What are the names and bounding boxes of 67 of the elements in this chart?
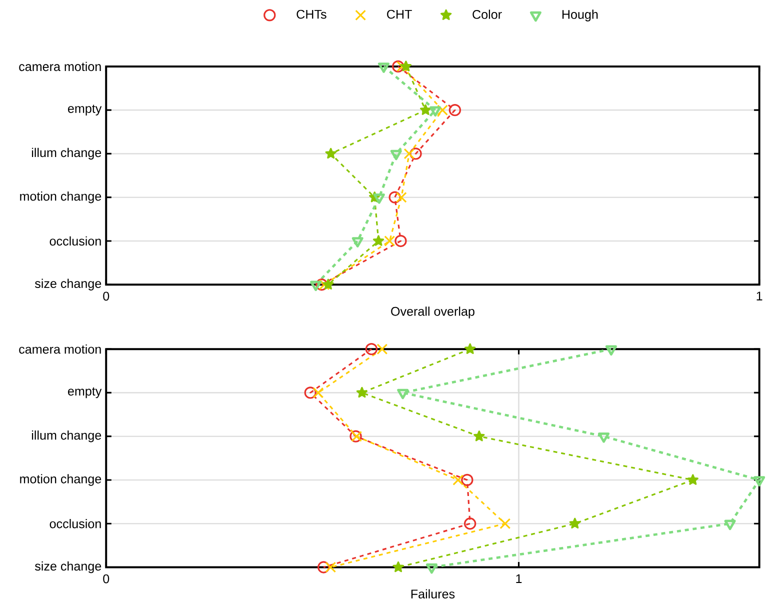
- point: [754, 476, 766, 487]
- x-axis-title: Overall overlap: [391, 306, 474, 318]
- point: [352, 237, 364, 248]
- point: [400, 60, 412, 72]
- legend-label: CHT: [387, 10, 412, 19]
- point: [394, 234, 407, 248]
- y-tick-label: occlusion: [50, 519, 101, 528]
- y-tick-label: camera motion: [19, 62, 101, 72]
- point: [569, 518, 580, 529]
- point: [317, 561, 330, 574]
- y-tick-label: illum change: [32, 430, 102, 442]
- x-tick-label: 0: [103, 292, 110, 301]
- point: [390, 150, 402, 160]
- point: [437, 104, 448, 116]
- point: [312, 387, 324, 398]
- point: [316, 278, 328, 291]
- y-tick-label: camera motion: [19, 344, 101, 354]
- y-tick-label: motion change: [20, 474, 102, 486]
- y-tick-label: motion change: [20, 192, 102, 204]
- point: [410, 148, 422, 160]
- point: [392, 562, 404, 572]
- x-tick-label: 1: [516, 574, 522, 584]
- point: [372, 235, 384, 246]
- point: [464, 518, 476, 530]
- point: [376, 344, 388, 355]
- point: [384, 236, 396, 247]
- y-tick-label: illum change: [32, 148, 102, 160]
- point: [500, 518, 511, 530]
- point: [325, 562, 336, 573]
- point: [325, 148, 336, 159]
- point: [430, 106, 442, 117]
- point: [426, 563, 438, 574]
- point: [356, 386, 368, 398]
- point: [448, 104, 462, 116]
- y-tick-label: size change: [34, 278, 102, 291]
- point: [464, 343, 476, 354]
- y-tick-label: empty: [68, 387, 102, 398]
- point: [397, 388, 409, 400]
- point: [461, 474, 474, 486]
- point: [598, 432, 610, 443]
- y-tick-label: empty: [68, 104, 102, 116]
- point: [605, 345, 617, 356]
- legend-label: Color: [472, 10, 502, 19]
- point: [378, 62, 390, 74]
- point: [474, 430, 485, 442]
- x-tick-label: 0: [103, 574, 110, 584]
- point: [404, 148, 415, 160]
- point: [388, 191, 401, 204]
- x-tick-label: 1: [756, 292, 762, 300]
- y-tick-label: size change: [34, 561, 102, 574]
- point: [373, 194, 385, 204]
- point: [318, 279, 330, 290]
- point: [396, 61, 408, 72]
- point: [322, 278, 334, 290]
- point: [420, 104, 432, 116]
- legend-label: Hough: [562, 10, 598, 22]
- y-tick-label: occlusion: [50, 236, 101, 246]
- legend-label: CHTs: [296, 10, 326, 19]
- x-axis-title: Failures: [411, 589, 455, 599]
- point: [724, 520, 736, 530]
- point: [396, 192, 407, 203]
- point: [310, 280, 322, 292]
- point: [304, 386, 316, 399]
- point: [687, 474, 698, 485]
- point: [392, 60, 404, 73]
- point: [452, 474, 464, 486]
- point: [365, 343, 378, 356]
